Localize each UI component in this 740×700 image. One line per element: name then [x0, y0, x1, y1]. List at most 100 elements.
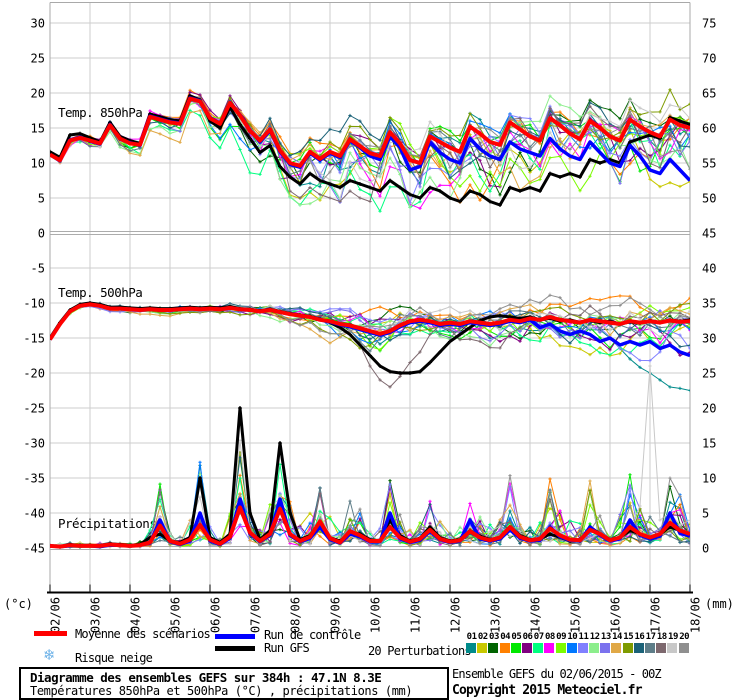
svg-text:20: 20 [31, 87, 45, 101]
svg-text:18/06: 18/06 [689, 597, 703, 633]
perturbation-swatch [633, 643, 644, 653]
perturbation-item: 19 [667, 632, 678, 653]
svg-text:60: 60 [702, 122, 716, 136]
svg-text:12/06: 12/06 [449, 597, 463, 633]
diagram-title: Diagramme des ensembles GEFS sur 384h : … [30, 670, 382, 685]
perturbation-number: 05 [511, 632, 522, 642]
legend-perturbations-label: 20 Perturbations [368, 644, 472, 658]
perturbation-item: 10 [566, 632, 578, 653]
perturbation-item: 01 [466, 632, 477, 653]
perturbation-number: 08 [544, 632, 555, 642]
svg-text:07/06: 07/06 [249, 597, 263, 633]
control-line-swatch [215, 634, 255, 639]
perturbation-swatch [600, 643, 611, 653]
svg-text:15/06: 15/06 [569, 597, 583, 633]
svg-text:-5: -5 [31, 262, 45, 276]
svg-text:02/06: 02/06 [49, 597, 63, 633]
svg-text:-15: -15 [23, 332, 45, 346]
svg-text:30: 30 [31, 17, 45, 31]
perturbation-item: 15 [622, 632, 634, 653]
svg-text:-35: -35 [23, 472, 45, 486]
perturbation-swatch [555, 643, 566, 653]
svg-text:-40: -40 [23, 507, 45, 521]
perturbation-color-strip: 01 02 03 04 05 06 07 08 09 10 11 12 13 14 15 16 17 18 19 20 [466, 632, 692, 654]
ensemble-mean-line [50, 96, 690, 168]
svg-text:75: 75 [702, 17, 716, 31]
perturbation-item: 06 [521, 632, 533, 653]
perturbation-number: 18 [656, 632, 667, 642]
mean-line-swatch [34, 631, 67, 636]
perturbation-number: 09 [556, 632, 567, 642]
svg-text:11/06: 11/06 [409, 597, 423, 633]
perturbation-swatch [544, 643, 555, 653]
perturbation-item: 07 [533, 632, 544, 653]
perturbation-item: 18 [656, 632, 667, 653]
perturbation-item: 13 [600, 632, 611, 653]
perturbation-swatch [566, 643, 577, 653]
svg-text:-25: -25 [23, 402, 45, 416]
svg-text:5: 5 [702, 507, 709, 521]
right-axis-unit: (mm) [705, 597, 734, 611]
perturbation-item: 04 [499, 632, 511, 653]
perturbation-item: 17 [645, 632, 656, 653]
svg-text:45: 45 [702, 227, 716, 241]
svg-text:10: 10 [31, 157, 45, 171]
svg-text:70: 70 [702, 52, 716, 66]
perturbation-number: 01 [466, 632, 477, 642]
perturbation-swatch [499, 643, 510, 653]
run-info: Ensemble GEFS du 02/06/2015 - 00Z [452, 667, 662, 681]
perturbation-swatch [611, 643, 622, 653]
perturbation-number: 02 [477, 632, 488, 642]
svg-text:09/06: 09/06 [329, 597, 343, 633]
legend-mean-label: Moyenne des scénarios [75, 627, 211, 641]
copyright: Copyright 2015 Meteociel.fr [452, 683, 643, 698]
svg-text:65: 65 [702, 87, 716, 101]
x-axis-date-labels: 02/06 03/06 04/06 05/06 06/06 07/06 08/06 09/06… [49, 597, 703, 633]
perturbation-number: 07 [533, 632, 544, 642]
svg-text:35: 35 [702, 297, 716, 311]
gridlines [49, 1, 691, 593]
perturbation-swatch [477, 643, 488, 653]
ensemble-mean-line [50, 505, 690, 549]
perturbation-swatch [645, 643, 655, 653]
left-axis-unit: (°c) [4, 597, 33, 611]
perturbation-number: 06 [522, 632, 533, 642]
svg-text:10: 10 [702, 472, 716, 486]
ensemble-chart-canvas: 302520151050-5-10-15-20-25-30-35-40-4575… [4, 1, 734, 633]
perturbation-swatch [589, 643, 600, 653]
svg-text:15: 15 [31, 122, 45, 136]
perturbation-item: 05 [510, 632, 522, 653]
svg-text:15: 15 [702, 437, 716, 451]
perturbation-swatch [667, 643, 678, 653]
perturbation-swatch [656, 643, 667, 653]
perturbation-number: 17 [645, 632, 656, 642]
svg-text:5: 5 [38, 192, 45, 206]
diagram-title-box: Diagramme des ensembles GEFS sur 384h : … [19, 667, 449, 700]
legend-snow-label: Risque neige [75, 651, 153, 665]
gfs-line-swatch [215, 646, 255, 651]
svg-text:16/06: 16/06 [609, 597, 623, 633]
perturbation-swatch [510, 643, 521, 653]
perturbation-number: 03 [489, 632, 499, 642]
perturbation-item: 16 [633, 632, 645, 653]
perturbation-item: 14 [611, 632, 622, 653]
perturbation-number: 15 [623, 632, 634, 642]
perturbation-item: 09 [555, 632, 567, 653]
perturbation-item: 12 [589, 632, 600, 653]
perturbation-number: 13 [600, 632, 611, 642]
perturbation-number: 04 [500, 632, 511, 642]
svg-text:03/06: 03/06 [89, 597, 103, 633]
svg-text:08/06: 08/06 [289, 597, 303, 633]
legend-gfs-label: Run GFS [264, 641, 310, 655]
series-plot-area [50, 88, 690, 550]
perturbation-item: 03 [488, 632, 499, 653]
perturbation-swatch [622, 643, 633, 653]
svg-text:25: 25 [31, 52, 45, 66]
svg-text:40: 40 [702, 262, 716, 276]
perturbation-number: 12 [589, 632, 600, 642]
perturbation-number: 10 [567, 632, 578, 642]
panel-label-t850: Temp. 850hPa [58, 105, 142, 120]
perturbation-swatch [521, 643, 532, 653]
svg-text:13/06: 13/06 [489, 597, 503, 633]
